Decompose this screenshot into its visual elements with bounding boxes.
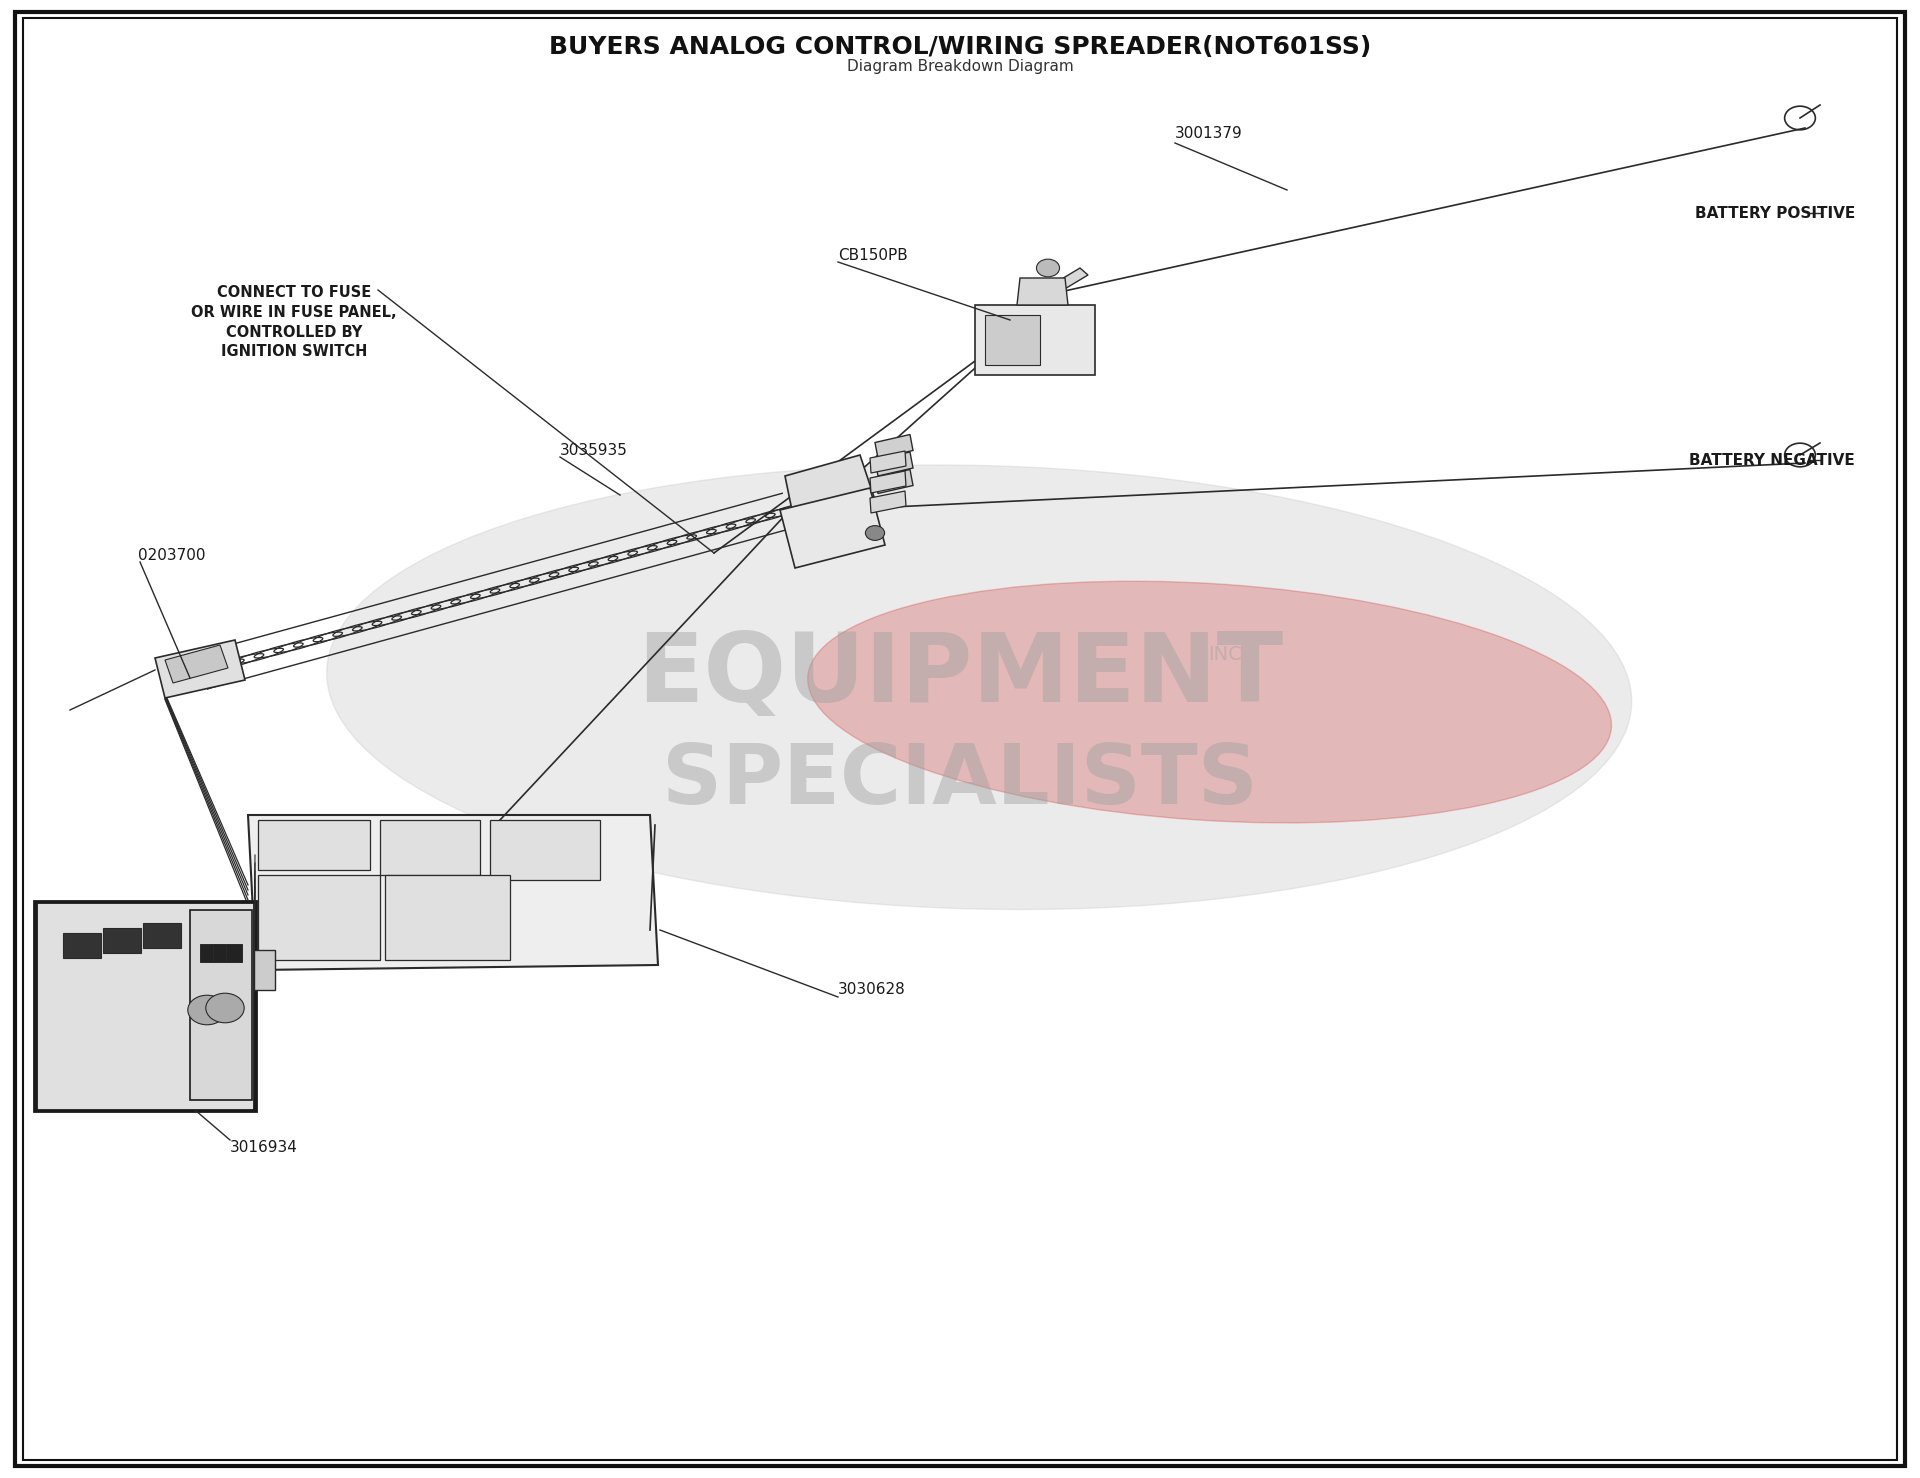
Text: 3016934: 3016934 [230, 1140, 298, 1154]
Polygon shape [780, 488, 885, 568]
Polygon shape [870, 451, 906, 473]
Polygon shape [876, 435, 914, 458]
Polygon shape [975, 304, 1094, 375]
Text: BATTERY POSITIVE: BATTERY POSITIVE [1695, 205, 1855, 220]
Polygon shape [1035, 268, 1089, 302]
Text: 3035935: 3035935 [561, 442, 628, 458]
Polygon shape [165, 644, 228, 683]
Polygon shape [36, 902, 253, 1110]
Circle shape [1037, 259, 1060, 276]
Polygon shape [985, 315, 1041, 365]
Text: SPECIALISTS: SPECIALISTS [662, 740, 1258, 820]
FancyBboxPatch shape [200, 944, 217, 962]
Polygon shape [257, 875, 380, 961]
FancyBboxPatch shape [213, 944, 228, 962]
Polygon shape [190, 910, 252, 1100]
Polygon shape [490, 820, 599, 879]
Polygon shape [257, 820, 371, 871]
Polygon shape [380, 820, 480, 875]
Polygon shape [253, 950, 275, 990]
Text: Diagram Breakdown Diagram: Diagram Breakdown Diagram [847, 59, 1073, 74]
Ellipse shape [808, 581, 1611, 823]
Circle shape [205, 993, 244, 1023]
Ellipse shape [326, 466, 1632, 909]
Polygon shape [870, 471, 906, 494]
Polygon shape [785, 455, 876, 525]
FancyBboxPatch shape [63, 933, 102, 958]
Polygon shape [1018, 278, 1068, 304]
Polygon shape [248, 814, 659, 970]
Text: INC: INC [1208, 646, 1242, 664]
Circle shape [866, 526, 885, 541]
FancyBboxPatch shape [144, 922, 182, 947]
Circle shape [188, 995, 227, 1024]
Polygon shape [876, 470, 914, 494]
Text: 0203700: 0203700 [138, 547, 205, 563]
Text: CONNECT TO FUSE
OR WIRE IN FUSE PANEL,
CONTROLLED BY
IGNITION SWITCH: CONNECT TO FUSE OR WIRE IN FUSE PANEL, C… [192, 285, 397, 359]
Text: BATTERY NEGATIVE: BATTERY NEGATIVE [1690, 452, 1855, 467]
Text: 3030628: 3030628 [837, 983, 906, 998]
Text: EQUIPMENT: EQUIPMENT [637, 630, 1283, 721]
Polygon shape [156, 640, 246, 698]
FancyBboxPatch shape [104, 928, 142, 953]
FancyBboxPatch shape [227, 944, 242, 962]
Polygon shape [870, 491, 906, 513]
Text: CB150PB: CB150PB [837, 247, 908, 263]
Polygon shape [386, 875, 511, 961]
Text: 3001379: 3001379 [1175, 126, 1242, 140]
Polygon shape [876, 452, 914, 476]
Text: BUYERS ANALOG CONTROL/WIRING SPREADER(NOT601SS): BUYERS ANALOG CONTROL/WIRING SPREADER(NO… [549, 35, 1371, 59]
FancyBboxPatch shape [35, 900, 255, 1111]
